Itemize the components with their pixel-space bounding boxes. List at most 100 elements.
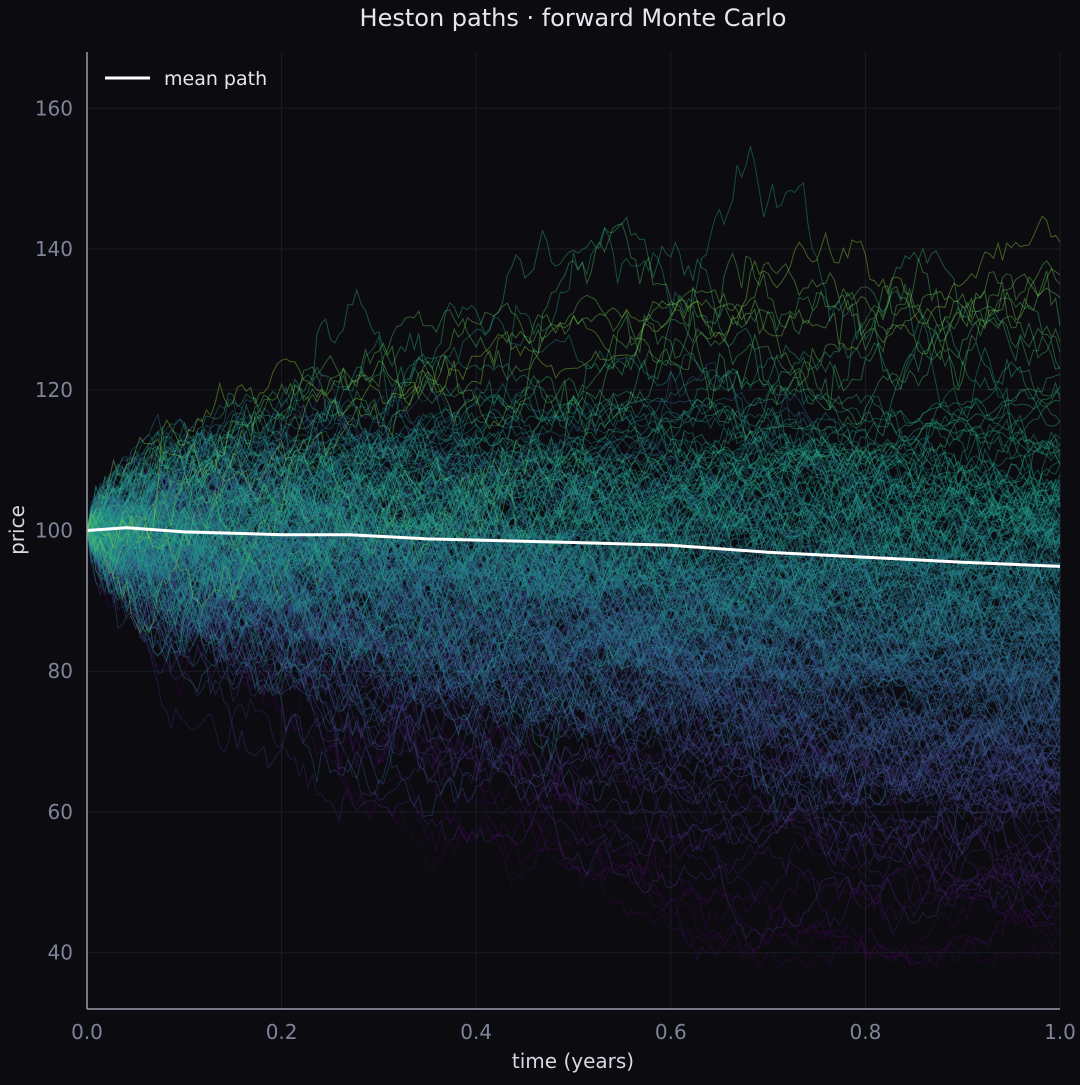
simulated-path: [86, 477, 1061, 764]
simulated-path: [86, 429, 1061, 537]
x-tick-label: 0.6: [655, 1020, 687, 1044]
simulated-path: [86, 510, 1061, 798]
simulated-path: [86, 479, 1061, 735]
simulated-path: [86, 479, 1061, 858]
simulated-path: [86, 425, 1061, 561]
simulated-path: [86, 518, 1061, 822]
simulated-path: [86, 530, 1061, 785]
simulated-path: [86, 475, 1061, 689]
simulated-path: [86, 494, 1061, 667]
simulated-path: [86, 495, 1061, 778]
simulated-path: [86, 425, 1061, 622]
simulated-path: [86, 450, 1061, 661]
simulated-path: [86, 522, 1061, 809]
simulated-path: [86, 453, 1061, 623]
simulated-path: [86, 494, 1061, 693]
x-tick-label: 0.0: [71, 1020, 103, 1044]
simulated-path: [86, 411, 1061, 556]
simulated-path: [86, 467, 1061, 559]
simulated-path: [86, 504, 1061, 703]
simulated-path: [86, 517, 1061, 781]
simulated-path: [86, 483, 1060, 676]
simulated-path: [86, 453, 1061, 558]
simulated-path: [86, 522, 1061, 821]
simulated-path: [86, 498, 1061, 664]
simulated-path: [86, 480, 1061, 701]
simulated-path: [86, 530, 1061, 895]
simulated-path: [86, 441, 1061, 650]
simulated-path: [86, 435, 1061, 584]
simulated-path: [86, 529, 1061, 787]
simulated-path: [86, 520, 1061, 796]
simulated-path: [86, 439, 1061, 602]
simulated-path: [86, 334, 1061, 549]
simulated-path: [86, 502, 1061, 619]
simulated-path: [86, 509, 1061, 803]
simulated-path: [86, 476, 1061, 689]
simulated-path: [86, 529, 1061, 741]
simulated-path: [86, 521, 1061, 638]
simulated-path: [86, 413, 1061, 630]
simulated-path: [86, 521, 1061, 867]
simulated-path: [86, 461, 1061, 806]
simulated-path: [86, 486, 1061, 616]
grid: [86, 52, 1061, 1009]
simulated-path: [86, 521, 1061, 768]
simulated-path: [86, 428, 1061, 665]
simulated-path: [86, 520, 1061, 783]
simulated-path: [86, 216, 1061, 571]
simulated-path: [86, 461, 1061, 666]
x-tick-label: 1.0: [1044, 1020, 1076, 1044]
simulated-path: [86, 427, 1061, 580]
simulated-path: [86, 516, 1061, 666]
simulated-path: [86, 480, 1061, 599]
simulated-path: [86, 523, 1061, 663]
simulated-path: [86, 517, 1061, 692]
simulated-path: [86, 441, 1061, 631]
simulated-path: [86, 373, 1061, 531]
simulated-path: [86, 527, 1061, 732]
simulated-path: [86, 481, 1061, 583]
simulated-path: [86, 501, 1061, 855]
simulated-path: [86, 497, 1061, 666]
simulated-path: [86, 468, 1061, 823]
simulated-path: [86, 145, 1061, 577]
simulated-path: [86, 247, 1061, 564]
simulated-path: [86, 482, 1061, 611]
simulated-path: [86, 500, 1061, 599]
simulated-path: [86, 530, 1061, 756]
simulated-path: [86, 520, 1061, 731]
simulated-path: [86, 388, 1061, 548]
simulated-path: [86, 398, 1061, 613]
simulated-path: [86, 509, 1061, 679]
simulated-path: [86, 518, 1061, 657]
simulated-path: [86, 530, 1061, 968]
simulated-path: [86, 520, 1061, 967]
simulated-path: [86, 520, 1061, 678]
simulated-path: [86, 418, 1061, 592]
simulated-path: [86, 467, 1061, 636]
y-tick-label: 140: [35, 237, 73, 261]
simulated-path: [86, 297, 1061, 546]
simulated-path: [86, 530, 1061, 755]
simulated-path: [86, 466, 1061, 626]
simulated-path: [86, 450, 1061, 777]
simulated-path: [86, 438, 1061, 640]
simulated-path: [86, 519, 1061, 865]
simulated-path: [86, 523, 1061, 632]
simulated-path: [86, 386, 1061, 549]
simulated-path: [86, 468, 1061, 864]
simulated-path: [86, 418, 1061, 653]
simulated-path: [86, 500, 1061, 657]
simulated-path: [86, 523, 1061, 716]
simulated-path: [86, 496, 1061, 675]
simulated-path: [86, 502, 1061, 610]
simulated-path: [86, 456, 1061, 708]
x-tick-label: 0.2: [266, 1020, 298, 1044]
simulated-path: [86, 485, 1061, 795]
simulated-path: [86, 383, 1061, 634]
simulated-path: [86, 412, 1061, 648]
simulated-path: [86, 530, 1061, 830]
simulated-path: [86, 530, 1061, 805]
simulated-path: [86, 429, 1061, 680]
